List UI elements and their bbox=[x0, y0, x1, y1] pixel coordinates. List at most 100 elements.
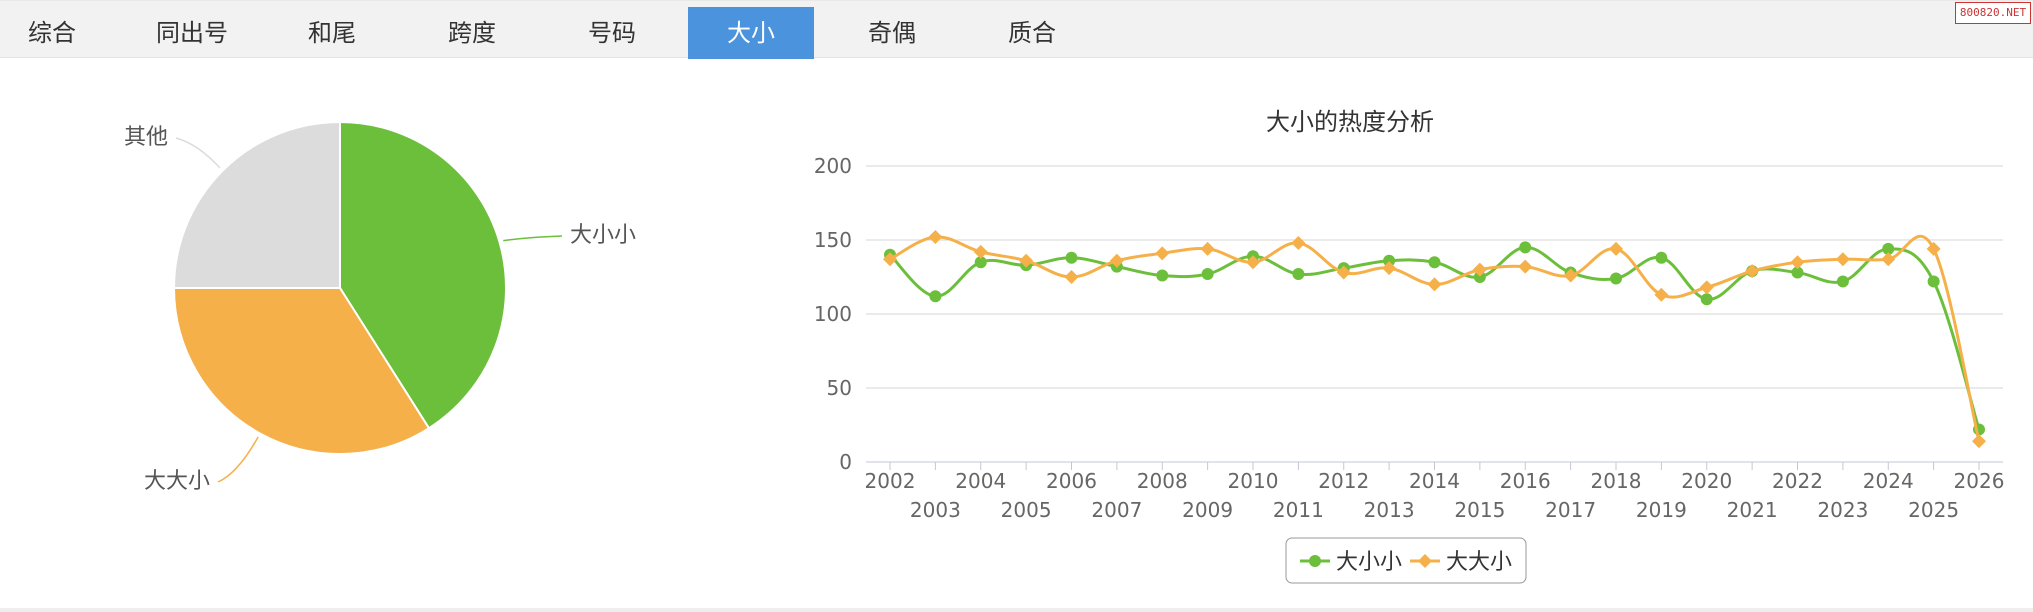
data-point[interactable] bbox=[1882, 242, 1895, 255]
x-tick-label: 2018 bbox=[1591, 469, 1642, 493]
bottom-divider bbox=[0, 608, 2033, 612]
data-point[interactable] bbox=[1246, 255, 1260, 270]
data-point[interactable] bbox=[1927, 275, 1940, 288]
data-point[interactable] bbox=[928, 230, 943, 245]
pie-label: 大大小 bbox=[144, 469, 210, 494]
x-tick-label: 2025 bbox=[1908, 498, 1959, 522]
data-point[interactable] bbox=[1427, 277, 1442, 292]
data-point[interactable] bbox=[1699, 280, 1714, 295]
data-point[interactable] bbox=[973, 244, 988, 259]
series-line bbox=[888, 245, 1981, 430]
data-point[interactable] bbox=[1655, 251, 1668, 264]
tab-bar: 综合 同出号 和尾 跨度 号码 大小 奇偶 质合 bbox=[0, 0, 2033, 59]
data-point[interactable] bbox=[1519, 241, 1532, 254]
data-point[interactable] bbox=[1336, 265, 1351, 280]
data-point[interactable] bbox=[1610, 272, 1622, 285]
x-tick-label: 2019 bbox=[1636, 498, 1687, 522]
x-tick-label: 2009 bbox=[1182, 498, 1233, 522]
data-point[interactable] bbox=[1745, 264, 1760, 279]
data-point[interactable] bbox=[1700, 293, 1713, 306]
data-point[interactable] bbox=[1791, 266, 1804, 279]
data-point[interactable] bbox=[1383, 254, 1396, 267]
legend-item[interactable]: 大大小 bbox=[1410, 550, 1512, 575]
pie-connector bbox=[503, 235, 563, 242]
tab-same-numbers[interactable]: 同出号 bbox=[156, 19, 228, 47]
data-point[interactable] bbox=[929, 290, 942, 303]
x-tick-label: 2008 bbox=[1137, 469, 1188, 493]
data-point[interactable] bbox=[1019, 253, 1034, 268]
watermark-logo: 800820.NET bbox=[1955, 2, 2031, 24]
y-tick-label: 200 bbox=[814, 154, 852, 178]
data-point[interactable] bbox=[1200, 241, 1215, 256]
x-tick-label: 2017 bbox=[1545, 498, 1596, 522]
tab-prime-composite[interactable]: 质合 bbox=[1008, 19, 1056, 47]
x-tick-label: 2012 bbox=[1318, 469, 1369, 493]
pie-slice[interactable] bbox=[172, 287, 431, 455]
x-tick-label: 2007 bbox=[1091, 498, 1142, 522]
x-tick-label: 2004 bbox=[955, 469, 1006, 493]
x-tick-label: 2014 bbox=[1409, 469, 1460, 493]
x-tick-label: 2003 bbox=[910, 498, 961, 522]
y-tick-label: 50 bbox=[827, 376, 852, 400]
chart-legend: 大小小 大大小 bbox=[1285, 537, 1527, 584]
data-point[interactable] bbox=[1563, 268, 1578, 283]
pie-label: 其他 bbox=[124, 125, 168, 150]
tab-sum-tail[interactable]: 和尾 bbox=[308, 19, 356, 47]
pie-label: 大小小 bbox=[570, 223, 636, 248]
x-tick-label: 2021 bbox=[1727, 498, 1778, 522]
x-tick-label: 2005 bbox=[1001, 498, 1052, 522]
chart-title: 大小的热度分析 bbox=[1266, 108, 1434, 136]
data-point[interactable] bbox=[1201, 268, 1214, 281]
data-point[interactable] bbox=[1926, 241, 1941, 256]
data-point[interactable] bbox=[1881, 252, 1896, 267]
tab-comprehensive[interactable]: 综合 bbox=[28, 19, 76, 47]
pie-slice[interactable] bbox=[172, 120, 341, 289]
data-point[interactable] bbox=[1292, 268, 1305, 281]
data-point[interactable] bbox=[1065, 251, 1078, 264]
data-point[interactable] bbox=[1428, 256, 1441, 269]
y-tick-label: 100 bbox=[814, 302, 852, 326]
tab-size[interactable]: 大小 bbox=[688, 7, 814, 59]
data-point[interactable] bbox=[1790, 255, 1805, 270]
pie-connector bbox=[175, 137, 221, 169]
data-point[interactable] bbox=[883, 252, 897, 267]
x-tick-label: 2010 bbox=[1228, 469, 1279, 493]
tab-odd-even[interactable]: 奇偶 bbox=[868, 19, 916, 47]
tab-span[interactable]: 跨度 bbox=[448, 19, 496, 47]
data-point[interactable] bbox=[1654, 287, 1669, 302]
x-tick-label: 2026 bbox=[1954, 469, 2005, 493]
data-point[interactable] bbox=[974, 256, 987, 269]
legend-label: 大大小 bbox=[1446, 550, 1512, 575]
data-point[interactable] bbox=[1518, 259, 1533, 274]
x-tick-label: 2020 bbox=[1681, 469, 1732, 493]
data-point[interactable] bbox=[1156, 269, 1169, 282]
x-tick-label: 2023 bbox=[1817, 498, 1868, 522]
data-point[interactable] bbox=[1972, 434, 1986, 449]
data-point[interactable] bbox=[1155, 246, 1170, 261]
tab-numbers[interactable]: 号码 bbox=[588, 19, 636, 47]
y-tick-label: 0 bbox=[839, 450, 852, 474]
x-tick-label: 2013 bbox=[1364, 498, 1415, 522]
legend-label: 大小小 bbox=[1336, 550, 1402, 575]
data-point[interactable] bbox=[1291, 235, 1306, 250]
x-tick-label: 2022 bbox=[1772, 469, 1823, 493]
data-point[interactable] bbox=[1836, 275, 1849, 288]
legend-item[interactable]: 大小小 bbox=[1300, 550, 1402, 575]
x-tick-label: 2002 bbox=[865, 469, 916, 493]
x-tick-label: 2016 bbox=[1500, 469, 1551, 493]
y-tick-label: 150 bbox=[814, 228, 852, 252]
x-tick-label: 2015 bbox=[1454, 498, 1505, 522]
data-point[interactable] bbox=[1109, 253, 1124, 268]
data-point[interactable] bbox=[1473, 271, 1486, 283]
x-tick-label: 2006 bbox=[1046, 469, 1097, 493]
data-point[interactable] bbox=[1835, 252, 1850, 267]
data-point[interactable] bbox=[1064, 270, 1079, 284]
x-tick-label: 2011 bbox=[1273, 498, 1324, 522]
pie-connector bbox=[217, 436, 259, 483]
data-point[interactable] bbox=[1609, 241, 1623, 256]
data-point[interactable] bbox=[1472, 262, 1487, 277]
data-point[interactable] bbox=[1382, 261, 1397, 276]
x-tick-label: 2024 bbox=[1863, 469, 1914, 493]
